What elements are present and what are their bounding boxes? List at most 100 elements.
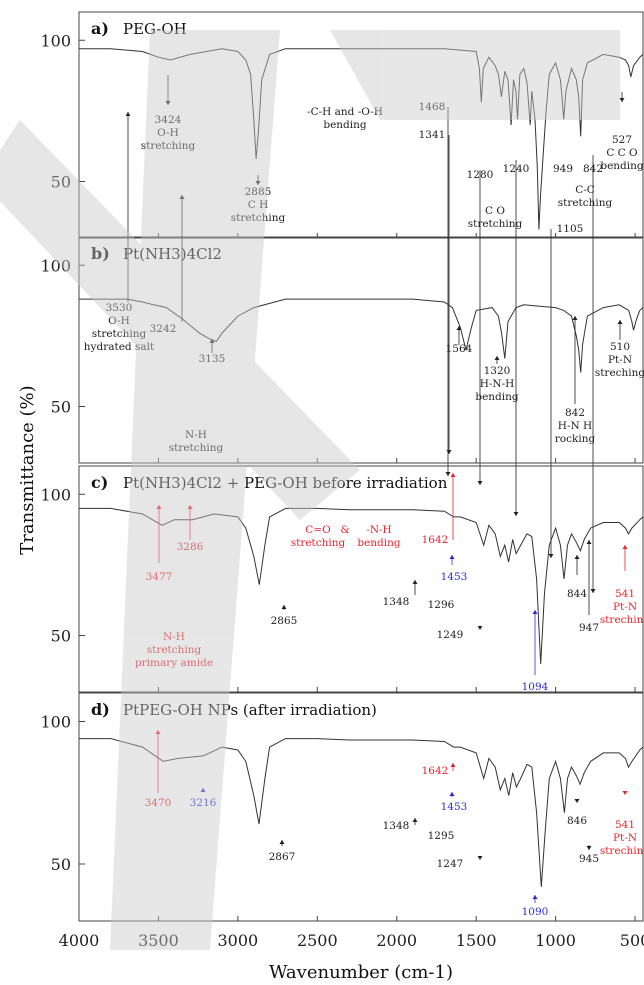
panel-frame [78, 11, 644, 239]
annotation-text: C-C [575, 184, 595, 196]
annotation-text: C C O [606, 147, 638, 159]
annotation-arrowhead [125, 112, 131, 116]
annotation-arrowhead [200, 788, 206, 792]
annotation-arrowhead [450, 473, 456, 477]
annotation-arrowhead [494, 356, 500, 360]
annotation-text: 846 [567, 815, 587, 827]
annotation-text: 1240 [503, 163, 530, 175]
annotation-text: 844 [567, 588, 587, 600]
annotation-arrowhead [456, 326, 462, 330]
annotation-arrowhead [279, 840, 285, 844]
annotation-text: 2867 [269, 851, 296, 863]
panel-label: a) [91, 19, 109, 38]
annotation-text: streching [595, 367, 644, 379]
annotation-text: -N-H [366, 524, 391, 536]
annotation-text: 541 [615, 588, 635, 600]
x-tick-label: 4000 [59, 931, 100, 950]
annotation-arrowhead [532, 895, 538, 899]
panel-c: 100 50 c) Pt(NH3)4Cl2 + PEG-OH before irrad… [40, 465, 644, 693]
annotation-arrowhead [156, 505, 162, 509]
annotation-text: 1249 [437, 629, 464, 641]
annotation-text: -C-H and -O-H [307, 106, 383, 118]
annotation-text: 3477 [146, 571, 173, 583]
annotation-arrowhead [532, 610, 538, 614]
y-tick-label: 50 [51, 855, 71, 874]
panel-frame [78, 692, 644, 922]
panel-label: b) [91, 244, 110, 263]
annotation-text: 1348 [383, 820, 410, 832]
annotation-text: 1642 [422, 765, 449, 777]
panel-frame [78, 465, 644, 693]
annotation-text: stretching [468, 218, 523, 230]
annotation-text: rocking [555, 433, 596, 445]
series-line [79, 48, 644, 230]
annotation-text: H-N-H [480, 378, 515, 390]
x-tick-label: 2500 [297, 931, 338, 950]
y-axis-label: Transmittance (%) [17, 385, 38, 554]
annotation-text: 1348 [383, 596, 410, 608]
annotation-text: 3242 [150, 323, 177, 335]
annotation-text: 947 [579, 622, 599, 634]
panel-d: 100 50 d) PtPEG-OH NPs (after irradiation) 3… [40, 692, 644, 922]
annotation-text: 1280 [467, 169, 494, 181]
annotation-text: N-H [163, 631, 185, 643]
x-tick-label: 3500 [138, 931, 179, 950]
annotation-text: 3286 [177, 541, 204, 553]
annotation-text: 3530 [106, 302, 133, 314]
annotation-text: stretching [231, 212, 286, 224]
annotation-arrowhead [449, 792, 455, 796]
annotation-text: 1105 [557, 223, 584, 235]
annotation-arrowhead [209, 339, 215, 343]
annotation-text: 945 [579, 853, 599, 865]
annotation-arrowhead [586, 846, 592, 850]
annotation-text: bending [600, 160, 644, 172]
annotation-text: 2885 [245, 186, 272, 198]
annotation-text: 1564 [446, 343, 473, 355]
annotation-text: 842 [565, 407, 585, 419]
annotation-arrowhead [187, 505, 193, 509]
annotation-text: 3135 [199, 353, 226, 365]
annotation-arrowhead [574, 555, 580, 559]
annotation-text: bending [357, 537, 401, 549]
annotation-text: H-N H [558, 420, 592, 432]
annotation-text: Pt-N [613, 832, 637, 844]
annotation-arrowhead [412, 818, 418, 822]
annotation-arrowhead [477, 481, 483, 485]
annotation-arrowhead [586, 540, 592, 544]
panel-title: Pt(NH3)4Cl2 [123, 245, 222, 263]
annotation-text: 1453 [441, 571, 468, 583]
annotation-text: 2865 [271, 615, 298, 627]
annotation-text: 3470 [145, 797, 172, 809]
annotation-text: stretching [141, 140, 196, 152]
annotation-arrowhead [574, 799, 580, 803]
panel-title: PtPEG-OH NPs (after irradiation) [123, 701, 377, 719]
annotation-text: stretching [92, 328, 147, 340]
annotation-arrowhead [449, 555, 455, 559]
panel-frame [78, 236, 644, 464]
panel-title: Pt(NH3)4Cl2 + PEG-OH before irradiation [123, 474, 448, 492]
annotation-text: N-H [185, 429, 207, 441]
annotation-arrowhead [255, 181, 261, 185]
annotation-text: Pt-N [608, 354, 632, 366]
annotation-text: stretching [169, 442, 224, 454]
annotation-arrowhead [412, 580, 418, 584]
annotation-text: streching [600, 614, 644, 626]
panel-label: c) [91, 473, 108, 492]
annotation-arrowhead [548, 554, 554, 558]
annotation-arrowhead [619, 98, 625, 102]
annotation-text: stretching [558, 197, 613, 209]
series-line [79, 738, 644, 887]
annotation-text: 3216 [190, 797, 217, 809]
annotation-text: 1296 [428, 599, 455, 611]
annotation-arrowhead [617, 320, 623, 324]
x-tick-label: 3000 [218, 931, 259, 950]
panel-label: d) [91, 700, 110, 719]
annotation-text: 1320 [484, 365, 511, 377]
x-axis-label: Wavenumber (cm-1) [269, 962, 453, 983]
annotation-arrowhead [165, 101, 171, 105]
annotation-arrowhead [477, 626, 483, 630]
annotation-arrowhead [281, 605, 287, 609]
y-tick-label: 100 [40, 485, 71, 504]
